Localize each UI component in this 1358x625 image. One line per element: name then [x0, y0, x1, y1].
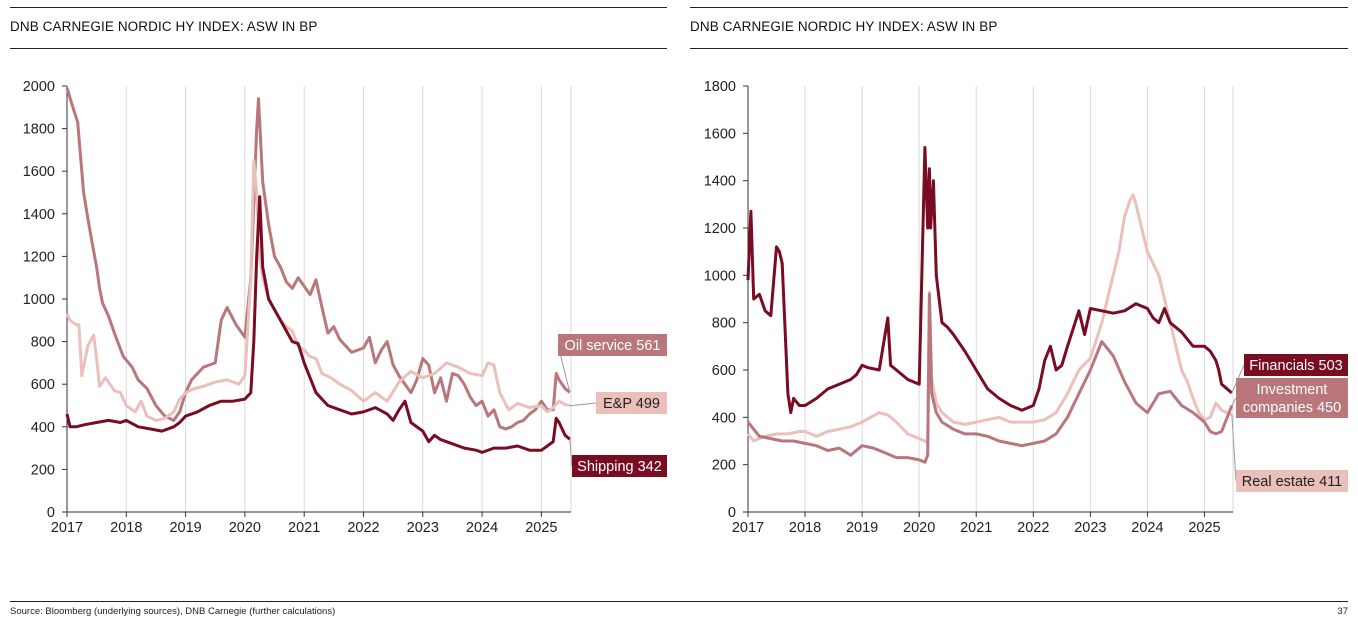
y-tick-label: 1000: [704, 268, 736, 284]
label-box: [1244, 354, 1348, 376]
y-tick-label: 600: [712, 363, 736, 379]
series-label-e-p: E&P 499: [569, 392, 667, 414]
leader-line: [1231, 397, 1237, 406]
x-tick-label: 2018: [110, 520, 142, 536]
label-text: Financials 503: [1249, 358, 1343, 374]
y-tick-label: 0: [47, 505, 55, 521]
footer-rule: [10, 601, 1348, 602]
series-label-real-estate: Real estate 411: [1231, 414, 1348, 492]
leader-line: [569, 402, 597, 407]
label-box: [572, 455, 667, 477]
left-title-rule: [10, 48, 667, 49]
x-tick-label: 2024: [466, 520, 498, 536]
y-tick-label: 1800: [704, 79, 736, 95]
leader-line: [569, 439, 573, 467]
source-note: Source: Bloomberg (underlying sources), …: [10, 606, 336, 617]
y-tick-label: 2000: [23, 79, 55, 95]
x-tick-label: 2022: [1017, 520, 1049, 536]
page-number: 37: [1337, 606, 1348, 617]
y-tick-label: 200: [31, 462, 55, 478]
y-tick-label: 1400: [23, 207, 55, 223]
leader-line: [1231, 364, 1245, 394]
right-top-rule: [690, 7, 1348, 8]
label-box: [596, 392, 667, 414]
x-tick-label: 2022: [347, 520, 379, 536]
x-tick-label: 2025: [1188, 520, 1220, 536]
x-tick-label: 2023: [407, 520, 439, 536]
y-tick-label: 400: [712, 410, 736, 426]
right-chart-title: DNB CARNEGIE NORDIC HY INDEX: ASW IN BP: [690, 19, 998, 34]
chart-right: 2017 2018 2019 2020 2021 2022 2023 2024 2025 0 200…: [704, 79, 1348, 536]
y-tick-label: 800: [712, 316, 736, 332]
label-box: [1236, 470, 1348, 492]
x-tick-label: 2020: [229, 520, 261, 536]
chart-left: 2017 2018 2019 2020 2021 2022 2023 2024 2025 0 200…: [23, 79, 667, 536]
series-label-investment-companies: Investment companies 450: [1231, 378, 1348, 418]
x-tick-label: 2024: [1131, 520, 1163, 536]
label-text: Real estate 411: [1242, 474, 1343, 490]
x-tick-label: 2017: [732, 520, 764, 536]
x-tick-label: 2018: [789, 520, 821, 536]
y-tick-label: 1600: [704, 126, 736, 142]
y-tick-label: 1400: [704, 174, 736, 190]
label-text: Investment: [1257, 382, 1328, 398]
label-text: E&P 499: [603, 396, 660, 412]
series-line-financials: [746, 146, 1233, 415]
x-tick-label: 2020: [903, 520, 935, 536]
x-tick-label: 2021: [288, 520, 320, 536]
series-line-shipping: [65, 195, 571, 454]
label-text: Shipping 342: [577, 459, 662, 475]
y-tick-label: 800: [31, 335, 55, 351]
y-tick-label: 1800: [23, 122, 55, 138]
x-tick-label: 2023: [1074, 520, 1106, 536]
label-text: companies 450: [1243, 400, 1341, 416]
series-line-oil-service: [65, 87, 571, 431]
x-tick-label: 2021: [960, 520, 992, 536]
left-top-rule: [10, 7, 667, 8]
y-tick-label: 600: [31, 377, 55, 393]
right-title-rule: [690, 48, 1348, 49]
label-text: Oil service 561: [565, 338, 661, 354]
series-line-investment-companies: [746, 292, 1234, 464]
y-tick-label: 1000: [23, 292, 55, 308]
label-box: [1236, 378, 1348, 418]
y-tick-label: 0: [728, 505, 736, 521]
x-tick-label: 2019: [846, 520, 878, 536]
left-chart-title: DNB CARNEGIE NORDIC HY INDEX: ASW IN BP: [10, 19, 318, 34]
series-label-oil-service: Oil service 561: [557, 334, 667, 393]
y-tick-label: 1200: [704, 221, 736, 237]
series-label-shipping: Shipping 342: [569, 439, 667, 477]
leader-line: [1231, 414, 1237, 482]
y-tick-label: 1200: [23, 249, 55, 265]
x-tick-label: 2017: [51, 520, 83, 536]
y-tick-label: 1600: [23, 164, 55, 180]
y-tick-label: 200: [712, 458, 736, 474]
label-box: [558, 334, 667, 356]
y-tick-label: 400: [31, 420, 55, 436]
x-tick-label: 2019: [169, 520, 201, 536]
x-tick-label: 2025: [525, 520, 557, 536]
series-label-financials: Financials 503: [1231, 354, 1348, 394]
